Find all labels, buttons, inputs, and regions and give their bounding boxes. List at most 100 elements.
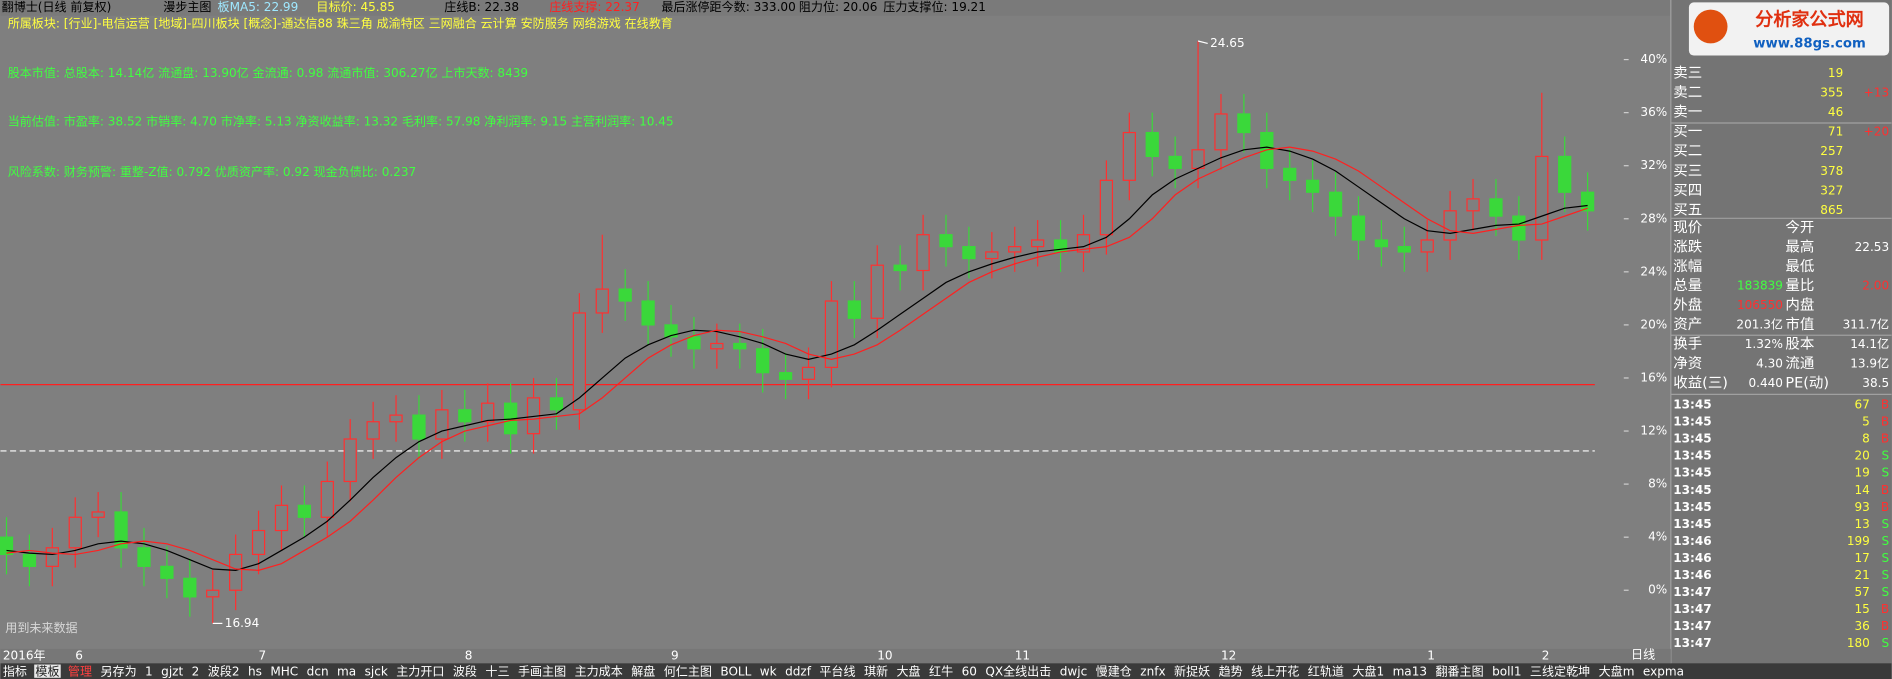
toolbar-button[interactable]: 趋势 [1219,664,1243,678]
logo-title: 分析家公式网 [1755,9,1863,31]
y-tick-label: 24% [1640,264,1667,278]
toolbar-button[interactable]: 平台线 [819,663,855,678]
toolbar-button[interactable]: 新捉妖 [1174,663,1210,678]
header-item: 庄线支撑: 22.37 [549,0,640,14]
book-label: 买二 [1673,143,1702,160]
stat-label: 量比 [1785,277,1814,294]
tick-side: S [1881,534,1889,548]
toolbar-button[interactable]: 管理 [68,663,92,678]
toolbar-button[interactable]: ma13 [1393,664,1427,678]
tick-volume: 20 [1854,449,1869,463]
tick-side: S [1881,466,1889,480]
toolbar-button[interactable]: 大盘 [897,663,921,678]
stat-value: 1.32% [1745,337,1783,351]
candle-body [756,348,770,374]
side-panel [1670,0,1892,679]
tick-volume: 8 [1862,432,1870,446]
toolbar-button[interactable]: 手画主图 [518,664,566,678]
toolbar-button[interactable]: dwjc [1060,664,1087,678]
book-volume: 327 [1820,183,1843,197]
toolbar-button[interactable]: QX全线出击 [985,663,1051,678]
candle-body [962,246,976,260]
date-axis-bar [0,648,1671,664]
toolbar-button[interactable]: expma [1643,664,1684,678]
stat-value: 201.3亿 [1736,317,1783,332]
toolbar-button[interactable]: 线上开花 [1251,663,1299,678]
toolbar-button[interactable]: 琪新 [864,663,888,678]
tick-side: B [1881,483,1889,497]
toolbar-button[interactable]: 主力成本 [575,664,623,678]
candle-body [68,516,82,549]
toolbar-button[interactable]: BOLL [720,664,751,678]
candle-body [343,438,357,483]
candle-body [870,264,884,319]
tick-volume: 17 [1854,551,1869,565]
toolbar-button[interactable]: wk [760,664,777,678]
toolbar-button[interactable]: 翻番主图 [1435,664,1483,678]
toolbar-button[interactable]: boll1 [1492,664,1521,678]
toolbar-button[interactable]: ma [337,664,356,678]
tick-volume: 19 [1854,466,1869,480]
toolbar-button[interactable]: 2 [192,664,200,678]
info-line: 股本市值: 总股本: 14.14亿 流通盘: 13.90亿 金流通: 0.98 … [8,65,528,80]
x-tick-label: 10 [877,649,892,663]
toolbar-button[interactable]: 大盘1 [1352,663,1384,678]
candle-body [297,504,312,518]
toolbar-button[interactable]: gjzt [161,664,183,678]
toolbar-button[interactable]: 红牛 [929,663,953,678]
toolbar-button[interactable]: 何仁主图 [664,664,712,678]
stat-value: 183839 [1737,279,1783,293]
book-label: 买五 [1673,201,1702,218]
stat-label: 涨幅 [1673,258,1702,275]
x-tick-label: 9 [671,649,679,663]
book-volume: 257 [1820,144,1843,158]
toolbar-button[interactable]: 模板 [35,664,59,678]
tick-volume: 5 [1862,415,1870,429]
toolbar-button[interactable]: 解盘 [631,663,655,678]
logo-icon [1693,9,1728,44]
toolbar-button[interactable]: 1 [145,664,153,678]
toolbar-button[interactable]: 十三 [485,664,509,678]
toolbar-button[interactable]: 慢建仓 [1096,664,1132,678]
toolbar-button[interactable]: 60 [962,664,977,678]
header-item: 阻力位: 20.06 [799,0,878,14]
toolbar-button[interactable]: znfx [1140,664,1165,678]
toolbar-button[interactable]: sjck [365,664,388,678]
candle-body [1008,246,1022,253]
candle-body [824,300,839,368]
candle-body [114,511,128,549]
toolbar-button[interactable]: 指标 [3,663,27,678]
header-item: 翻博士(日线 前复权) [2,0,112,14]
book-label: 买一 [1673,123,1702,140]
toolbar-button[interactable]: 三线定乾坤 [1530,663,1590,678]
candle-body [412,414,426,440]
stat-label: 资产 [1673,316,1702,333]
tick-volume: 21 [1854,568,1869,582]
stat-label: 收益(三) [1673,374,1728,391]
tick-time: 13:45 [1673,500,1711,514]
candle-body [1443,210,1457,241]
toolbar-button[interactable]: 大盘m [1599,663,1635,678]
toolbar-button[interactable]: 另存为 [100,664,136,678]
book-volume: 378 [1820,164,1843,178]
candle-body [1512,215,1526,241]
tick-time: 13:47 [1673,619,1711,633]
tick-side: B [1881,619,1889,633]
tick-time: 13:45 [1673,398,1711,412]
toolbar-button[interactable]: 红轨道 [1308,663,1344,678]
toolbar-button[interactable]: hs [248,664,262,678]
candle-body [1076,234,1091,253]
book-label: 买三 [1673,162,1702,179]
toolbar-button[interactable]: dcn [307,664,329,678]
toolbar-button[interactable]: 波段 [453,663,477,678]
x-tick-label: 11 [1015,649,1030,663]
toolbar-button[interactable]: MHC [270,664,298,678]
toolbar-button[interactable]: 波段2 [208,663,240,678]
toolbar-button[interactable]: ddzf [785,664,812,678]
candle-body [0,536,14,556]
tick-side: B [1881,500,1889,514]
toolbar-button[interactable]: 主力开口 [396,664,444,678]
candle-body [22,553,37,567]
